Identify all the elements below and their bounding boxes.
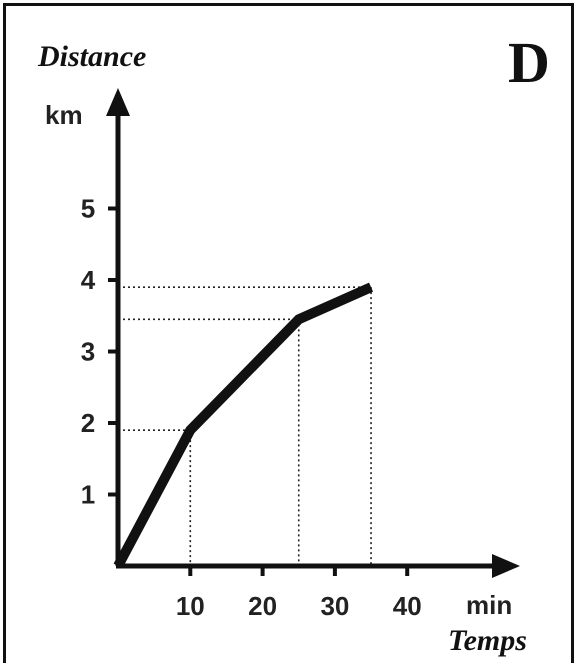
y-axis-title: Distance	[37, 40, 146, 73]
x-tick-label: 10	[176, 591, 205, 621]
y-tick-label: 4	[81, 265, 96, 295]
y-tick-label: 3	[81, 337, 95, 367]
y-axis-unit: km	[45, 100, 83, 130]
x-axis-unit: min	[466, 590, 512, 620]
y-tick-label: 5	[81, 194, 95, 224]
x-axis-title: Temps	[448, 624, 527, 657]
series-group	[113, 282, 374, 569]
reference-lines	[118, 286, 372, 566]
x-tick-label: 40	[393, 591, 422, 621]
x-tick-label: 30	[320, 591, 349, 621]
axis-ticks: 1 2 3 4 5 10 20 30 40	[81, 194, 422, 622]
x-axis-arrow	[492, 554, 520, 578]
distance-time-line	[113, 282, 374, 569]
panel-letter: D	[508, 30, 550, 95]
y-tick-label: 1	[81, 480, 95, 510]
axes	[106, 88, 520, 578]
x-tick-label: 20	[248, 591, 277, 621]
y-tick-label: 2	[81, 408, 95, 438]
y-axis-arrow	[106, 88, 130, 116]
panel-frame	[3, 3, 574, 663]
